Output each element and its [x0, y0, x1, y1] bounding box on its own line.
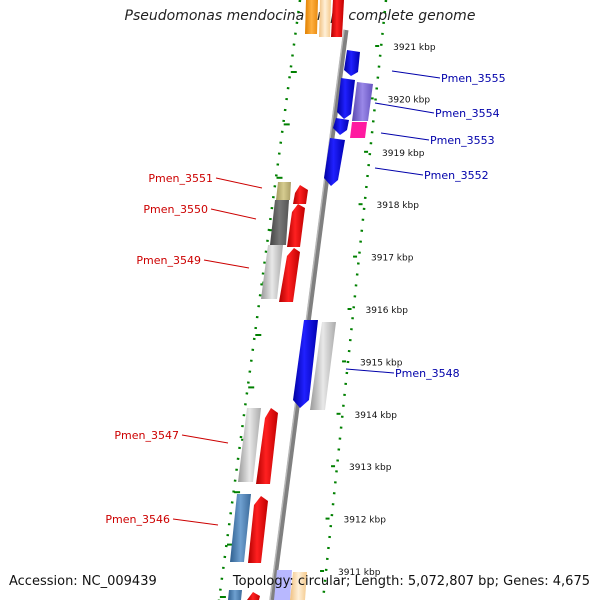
kbp-tick-label: 3920 kbp — [388, 95, 431, 105]
gene-label-pmen-3547[interactable]: Pmen_3547 — [114, 429, 179, 442]
gene-shape-pmen-3553 — [350, 122, 367, 138]
gene-label-pmen-3551[interactable]: Pmen_3551 — [148, 172, 213, 185]
leader-line-pmen-3547 — [181, 434, 229, 444]
leader-line-pmen-3553 — [380, 132, 430, 141]
gene-shape-pmen-3546-red — [248, 496, 268, 563]
gene-shape-pmen-3548 — [293, 320, 318, 408]
leader-line-pmen-3555 — [391, 70, 441, 79]
kbp-tick-label: 3915 kbp — [360, 358, 403, 368]
gene-partial-bottom-blue — [274, 570, 292, 600]
kbp-tick-label: 3916 kbp — [366, 306, 409, 316]
gene-label-pmen-3546[interactable]: Pmen_3546 — [105, 513, 170, 526]
gene-shape-pmen-3553-blue — [333, 118, 349, 135]
genome-backbone — [269, 29, 349, 600]
gene-shape-pmen-3554-blue — [337, 78, 355, 119]
gene-shape-pmen-3550 — [270, 200, 289, 245]
kbp-tick-label: 3914 kbp — [355, 411, 398, 421]
leader-line-pmen-3550 — [210, 208, 257, 220]
kbp-tick-label: 3921 kbp — [393, 43, 436, 53]
gene-shape-pmen-3554-purple — [352, 82, 373, 121]
gene-label-pmen-3553[interactable]: Pmen_3553 — [430, 134, 495, 147]
gene-shape-pmen-3551-red — [293, 185, 308, 204]
topology-text: Topology: circular; Length: 5,072,807 bp… — [232, 574, 590, 589]
leader-line-pmen-3554 — [374, 102, 435, 114]
accession-text: Accession: NC_009439 — [9, 574, 157, 589]
kbp-tick-group: 3921 kbp 3920 kbp 3919 kbp 3918 kbp 3917 kbp… — [219, 43, 436, 598]
gene-shape-pmen-3547 — [238, 408, 261, 482]
leader-line-pmen-3551 — [215, 177, 263, 189]
gene-shape-pmen-3550-red — [287, 204, 305, 247]
gene-shape-pmen-3547-red — [256, 408, 278, 484]
gene-label-pmen-3552[interactable]: Pmen_3552 — [424, 169, 489, 182]
gene-shape-pmen-3546 — [230, 494, 251, 562]
inner-dotted-guide — [217, 0, 302, 600]
gene-label-pmen-3554[interactable]: Pmen_3554 — [435, 107, 500, 120]
gene-label-pmen-3549[interactable]: Pmen_3549 — [136, 254, 201, 267]
leader-line-pmen-3546 — [172, 518, 219, 526]
gene-label-pmen-3548[interactable]: Pmen_3548 — [395, 367, 460, 380]
gene-partial-bottom-peach — [290, 572, 307, 600]
kbp-tick-label: 3919 kbp — [382, 149, 425, 159]
genome-title: Pseudomonas mendocina ymp, complete geno… — [124, 8, 476, 24]
gene-shape-pmen-3548-grey — [310, 322, 336, 410]
leader-line-pmen-3548 — [345, 368, 395, 374]
gene-partial-bottom-steel — [228, 590, 242, 600]
gene-partial-top-peach — [319, 0, 331, 37]
kbp-tick-label: 3912 kbp — [344, 516, 387, 526]
kbp-tick-label: 3917 kbp — [371, 254, 414, 264]
leader-line-pmen-3552 — [374, 167, 424, 176]
gene-shape-pmen-3551 — [276, 182, 291, 200]
gene-label-pmen-3555[interactable]: Pmen_3555 — [441, 72, 506, 85]
genome-backbone-highlight — [269, 29, 345, 600]
gene-partial-top-red — [331, 0, 344, 37]
leader-line-pmen-3549 — [203, 259, 250, 269]
outer-dotted-guide — [321, 0, 388, 600]
gene-shape-pmen-3552 — [324, 138, 345, 186]
gene-shape-pmen-3555 — [344, 50, 360, 76]
kbp-tick-label: 3911 kbp — [338, 568, 381, 578]
kbp-tick-label: 3913 kbp — [349, 463, 392, 473]
gene-label-group: Pmen_3555 Pmen_3554 Pmen_3553 Pmen_3552 Pmen… — [105, 70, 506, 526]
gene-shape-pmen-3549 — [261, 245, 283, 299]
kbp-tick-label: 3918 kbp — [377, 201, 420, 211]
gene-partial-top-orange — [305, 0, 318, 34]
gene-partial-bottom-red — [247, 592, 260, 600]
gene-shape-pmen-3549-red — [279, 248, 300, 302]
gene-label-pmen-3550[interactable]: Pmen_3550 — [143, 203, 208, 216]
